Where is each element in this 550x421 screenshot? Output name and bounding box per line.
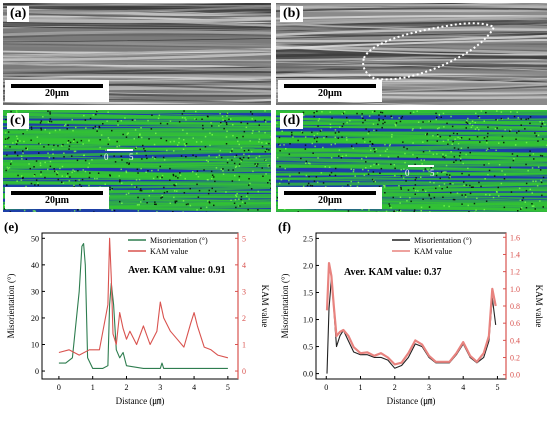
- y2-tick-label: 1: [242, 340, 246, 349]
- y-tick-label: 0.5: [303, 343, 313, 352]
- x-tick-label: 2: [393, 383, 397, 392]
- y2-tick-label: 0.2: [510, 354, 520, 363]
- kam-average-annotation: Aver. KAM value: 0.37: [344, 267, 442, 278]
- panel-a-label: (a): [7, 6, 30, 22]
- y-tick-label: 40: [31, 261, 39, 270]
- panel-b-micrograph: (b) 20μm: [276, 3, 547, 105]
- series-misorientation-line: [58, 243, 228, 369]
- x-tick-label: 5: [495, 383, 499, 392]
- x-tick-label: 0: [57, 383, 61, 392]
- legend-label: Misorientation (°): [150, 236, 208, 245]
- y2-tick-label: 1.4: [510, 250, 520, 259]
- y2-tick-label: 0.6: [510, 319, 520, 328]
- y2-tick-label: 0: [242, 367, 246, 376]
- y2-tick-label: 1.2: [510, 268, 520, 277]
- x-axis-label: Distance (㎛): [387, 396, 436, 407]
- y-tick-label: 0.0: [303, 370, 313, 379]
- x-tick-label: 4: [461, 383, 465, 392]
- y-tick-label: 2.0: [303, 261, 313, 270]
- x-axis-label: Distance (㎛): [116, 396, 165, 407]
- scale-bar-a: 20μm: [5, 80, 109, 102]
- panel-a-micrograph: (a) 20μm: [3, 3, 271, 105]
- scale-bar-d: 20μm: [278, 187, 382, 209]
- kam-average-annotation: Aver. KAM value: 0.91: [128, 265, 226, 276]
- y2-tick-label: 2: [242, 314, 246, 323]
- y2-tick-label: 0.4: [510, 336, 520, 345]
- y2-tick-label: 4: [242, 261, 246, 270]
- x-tick-label: 2: [124, 383, 128, 392]
- x-tick-label: 4: [192, 383, 196, 392]
- y-tick-label: 10: [31, 340, 39, 349]
- y-tick-label: 0: [35, 367, 39, 376]
- y2-tick-label: 1.0: [510, 285, 520, 294]
- y-axis-label: Misorientation (°): [280, 274, 290, 339]
- x-tick-label: 3: [158, 383, 162, 392]
- legend-label: Misorientation (°): [414, 236, 472, 245]
- distance-start-d: 0: [405, 168, 410, 178]
- x-tick-label: 5: [226, 383, 230, 392]
- y-tick-label: 20: [31, 314, 39, 323]
- kam-map-texture: [276, 110, 547, 212]
- legend-label: KAM value: [150, 247, 188, 256]
- panel-c-label: (c): [7, 113, 29, 129]
- grain-outline: [362, 22, 496, 81]
- chart-panel-label: (e): [4, 219, 18, 234]
- y2-axis-label: KAM value: [260, 285, 270, 328]
- scale-bar-d-text: 20μm: [318, 195, 342, 206]
- y2-tick-label: 5: [242, 234, 246, 243]
- y-tick-label: 30: [31, 287, 39, 296]
- y2-tick-label: 3: [242, 287, 246, 296]
- distance-end-c: 5: [129, 152, 134, 162]
- series-misorientation-line: [326, 278, 497, 374]
- y2-tick-label: 0.0: [510, 371, 520, 380]
- x-tick-label: 0: [324, 383, 328, 392]
- series-kam-line: [325, 261, 497, 366]
- scale-bar-b: 20μm: [278, 80, 382, 102]
- y-tick-label: 1.0: [303, 316, 313, 325]
- y-tick-label: 1.5: [303, 288, 313, 297]
- y-axis-label: Misorientation (°): [6, 274, 16, 339]
- x-tick-label: 1: [91, 383, 95, 392]
- scale-bar-b-text: 20μm: [318, 88, 342, 99]
- scale-bar-c: 20μm: [5, 187, 109, 209]
- y-tick-label: 2.5: [303, 234, 313, 243]
- series-kam-line: [58, 237, 229, 359]
- distance-start-c: 0: [104, 152, 109, 162]
- y-tick-label: 50: [31, 234, 39, 243]
- legend-label: KAM value: [414, 247, 452, 256]
- panel-d-label: (d): [280, 113, 304, 129]
- distance-end-d: 5: [430, 168, 435, 178]
- chart-panel-label: (f): [278, 219, 291, 234]
- y2-axis-label: KAM value: [534, 285, 544, 328]
- chart-f-line-profile: 0 1 2 3 4 5 0.0 0.5 1.0 1.5 2.0 2.5 0.0 0.2 0.4 0.6 0.8 1…: [274, 215, 550, 421]
- y2-tick-label: 1.6: [510, 233, 520, 242]
- y2-tick-label: 0.8: [510, 302, 520, 311]
- scale-bar-c-text: 20μm: [45, 195, 69, 206]
- scale-bar-a-text: 20μm: [45, 88, 69, 99]
- x-tick-label: 3: [427, 383, 431, 392]
- x-tick-label: 1: [359, 383, 363, 392]
- panel-b-label: (b): [280, 6, 304, 22]
